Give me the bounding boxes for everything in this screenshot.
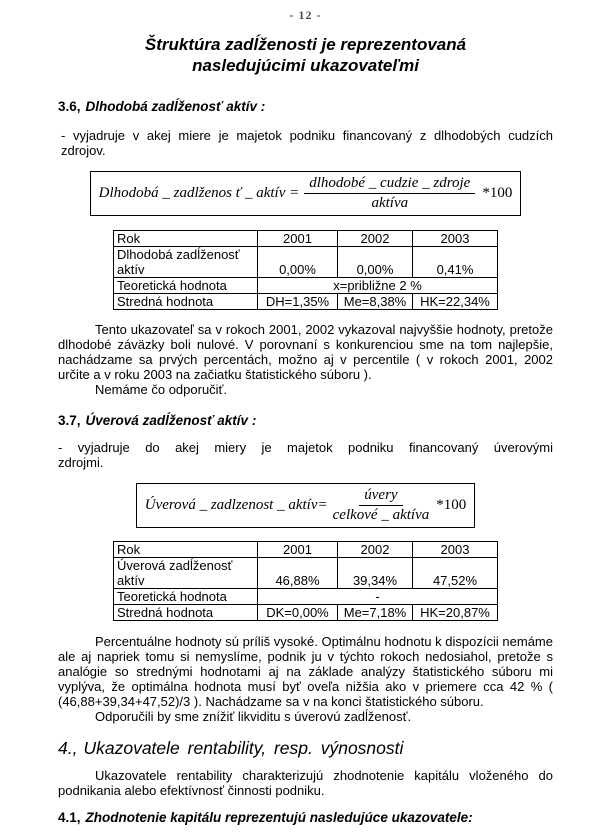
cell-rok-label: Rok [113, 230, 258, 247]
cell-mean-value: DK=0,00% [257, 604, 338, 621]
cell-indicator-label: Úverová zadĺženosť aktív [113, 557, 258, 589]
cell-theoretical-label: Teoretická hodnota [113, 588, 258, 605]
section-3-7-intro: - vyjadruje do akej miery je majetok pod… [58, 440, 553, 470]
cell-indicator-value: 47,52% [412, 557, 498, 589]
table-uverova-zadlzenost: Rok 2001 2002 2003 Úverová zadĺženosť ak… [113, 541, 498, 621]
formula-numerator: dlhodobé _ cudzie _ zdroje [304, 175, 476, 194]
cell-theoretical-label: Teoretická hodnota [113, 277, 258, 294]
table-row-header: Rok 2001 2002 2003 [113, 230, 498, 247]
cell-indicator-value: 0,00% [257, 246, 338, 278]
page-title-line1: Štruktúra zadĺženosti je reprezentovaná [144, 35, 467, 54]
section-3-7-recommendation: Odporučili by sme znížiť likviditu s úve… [95, 709, 412, 724]
cell-mean-value: Me=7,18% [337, 604, 413, 621]
cell-rok-label: Rok [113, 541, 258, 558]
formula-uverova-zadlzenost: Úverová _ zadlzenost _ aktív= úvery celk… [135, 483, 476, 528]
cell-mean-label: Stredná hodnota [113, 293, 258, 310]
section-3-6-title: Dlhodobá zadĺženosť aktív : [85, 99, 266, 114]
cell-year-2002: 2002 [337, 230, 413, 247]
page-number: - 12 - [289, 8, 322, 22]
section-3-6-number: 3.6, [58, 99, 81, 114]
cell-mean-label: Stredná hodnota [113, 604, 258, 621]
section-3-6-heading: 3.6, Dlhodobá zadĺženosť aktív : [58, 99, 553, 114]
intro-line: zdrojmi. [58, 455, 104, 470]
section-4-1-number: 4.1, [58, 810, 81, 825]
page-title-line2: nasledujúcimi ukazovateľmi [192, 56, 419, 75]
table-row-header: Rok 2001 2002 2003 [113, 541, 498, 558]
section-4-1-heading: 4.1, Zhodnotenie kapitálu reprezentujú na… [58, 810, 553, 825]
cell-indicator-value: 39,34% [337, 557, 413, 589]
cell-year-2003: 2003 [412, 541, 498, 558]
section-4-paragraph: Ukazovatele rentability charakterizujú z… [58, 768, 553, 798]
intro-line: zdrojov. [61, 143, 106, 158]
table-row-theoretical: Teoretická hodnota - [113, 588, 498, 605]
formula-dlhodoba-zadlzenost: Dlhodobá _ zadlženos ť _ aktív = dlhodob… [89, 171, 522, 216]
table-row-mean: Stredná hodnota DK=0,00% Me=7,18% HK=20,… [113, 604, 498, 621]
page-title: Štruktúra zadĺženosti je reprezentovaná n… [58, 34, 553, 76]
cell-year-2001: 2001 [257, 230, 338, 247]
formula-denominator: aktíva [371, 195, 409, 211]
formula-denominator: celkové _ aktíva [332, 507, 430, 523]
formula-numerator: úvery [359, 487, 403, 506]
formula-fraction: dlhodobé _ cudzie _ zdroje aktíva [304, 175, 476, 212]
intro-line: - vyjadruje v akej miere je majetok podn… [61, 128, 553, 143]
cell-theoretical-value: x=približne 2 % [257, 277, 498, 294]
cell-indicator-value: 0,00% [337, 246, 413, 278]
section-3-7-title: Úverová zadĺženosť aktív : [85, 413, 257, 428]
section-4-1-title: Zhodnotenie kapitálu reprezentujú nasled… [85, 810, 473, 825]
section-3-7-paragraph: Percentuálne hodnoty sú príliš vysoké. O… [58, 634, 553, 709]
intro-line: - vyjadruje do akej miery je majetok pod… [58, 440, 553, 455]
table-row-indicator: Dlhodobá zadĺženosť aktív 0,00% 0,00% 0,… [113, 246, 498, 278]
section-3-6-recommendation: Nemáme čo odporučiť. [95, 382, 228, 397]
formula-multiplier: *100 [436, 497, 467, 513]
formula-multiplier: *100 [482, 185, 513, 201]
table-row-mean: Stredná hodnota DH=1,35% Me=8,38% HK=22,… [113, 293, 498, 310]
table-row-theoretical: Teoretická hodnota x=približne 2 % [113, 277, 498, 294]
formula-lhs: Dlhodobá _ zadlženos ť _ aktív = [98, 185, 300, 201]
cell-mean-value: HK=22,34% [412, 293, 498, 310]
table-row-indicator: Úverová zadĺženosť aktív 46,88% 39,34% 4… [113, 557, 498, 589]
cell-indicator-value: 0,41% [412, 246, 498, 278]
formula-dlhodoba-zadlzenost-wrap: Dlhodobá _ zadlženos ť _ aktív = dlhodob… [58, 171, 553, 216]
cell-mean-value: HK=20,87% [412, 604, 498, 621]
cell-mean-value: DH=1,35% [257, 293, 338, 310]
cell-theoretical-value: - [257, 588, 498, 605]
section-3-7-heading: 3.7, Úverová zadĺženosť aktív : [58, 413, 553, 428]
formula-lhs: Úverová _ zadlzenost _ aktív= [144, 497, 328, 513]
formula-fraction: úvery celkové _ aktíva [333, 487, 430, 524]
cell-indicator-label: Dlhodobá zadĺženosť aktív [113, 246, 258, 278]
section-4-heading: 4., Ukazovatele rentability, resp. výnosn… [58, 738, 553, 759]
cell-mean-value: Me=8,38% [337, 293, 413, 310]
cell-year-2001: 2001 [257, 541, 338, 558]
section-3-7-number: 3.7, [58, 413, 81, 428]
cell-indicator-value: 46,88% [257, 557, 338, 589]
cell-year-2002: 2002 [337, 541, 413, 558]
section-4-title: Ukazovatele rentability, resp. výnosnost… [83, 738, 404, 758]
formula-uverova-zadlzenost-wrap: Úverová _ zadlzenost _ aktív= úvery celk… [58, 483, 553, 528]
cell-year-2003: 2003 [412, 230, 498, 247]
section-3-6-paragraph: Tento ukazovateľ sa v rokoch 2001, 2002 … [58, 322, 553, 382]
section-4-number: 4., [58, 738, 78, 758]
section-3-6-intro: - vyjadruje v akej miere je majetok podn… [58, 128, 553, 158]
table-dlhodoba-zadlzenost: Rok 2001 2002 2003 Dlhodobá zadĺženosť a… [113, 230, 498, 310]
